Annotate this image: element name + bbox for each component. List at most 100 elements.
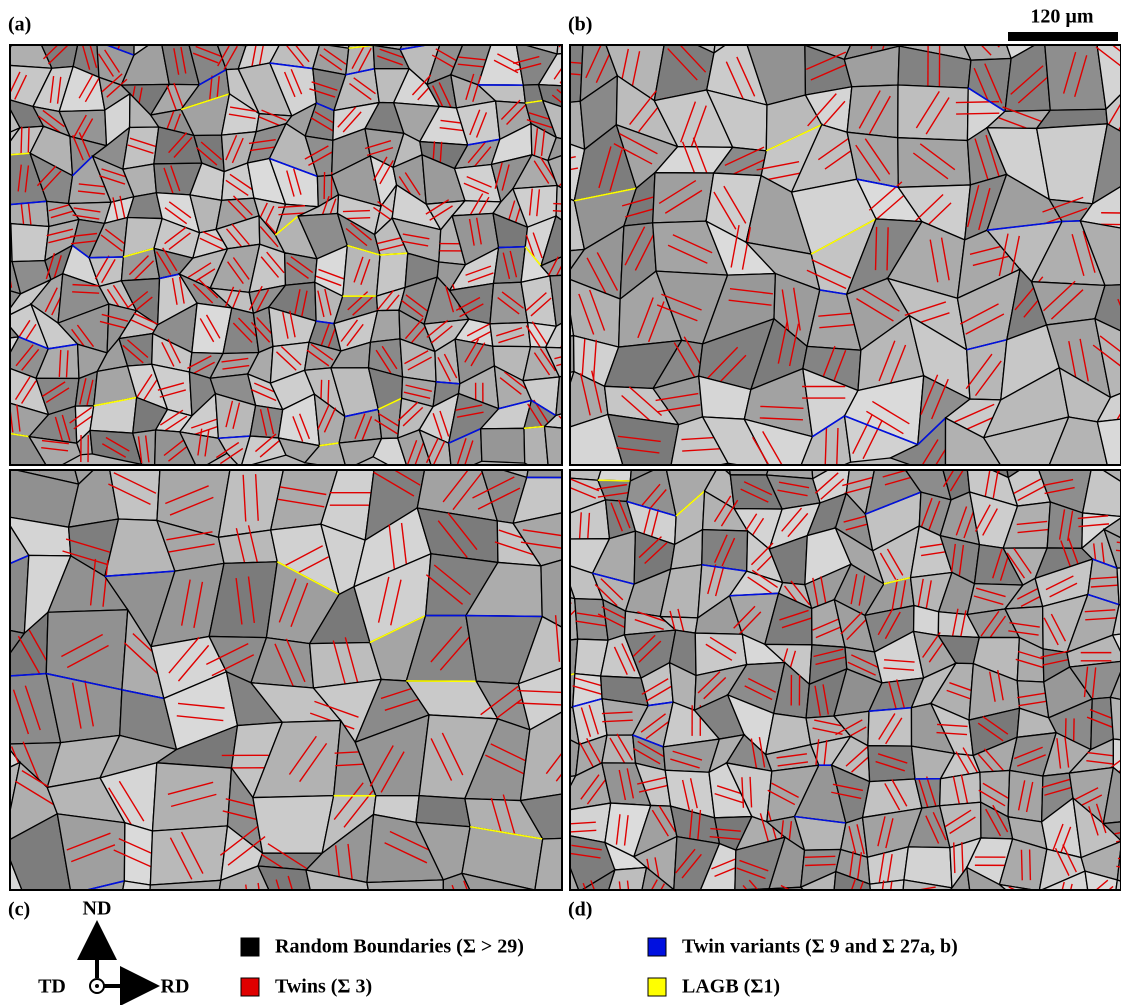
grain	[427, 11, 468, 43]
grain	[160, 9, 187, 40]
grain	[117, 881, 151, 952]
twin-boundary	[1021, 850, 1022, 881]
twin-boundary	[0, 377, 4, 382]
twin-boundary	[1101, 213, 1121, 214]
twin-boundary	[58, 12, 60, 39]
special-boundary	[187, 4, 225, 20]
twin-boundary	[72, 27, 95, 42]
panel-label: (b)	[568, 14, 592, 36]
special-boundary	[598, 480, 630, 481]
twin-boundary	[1099, 23, 1121, 24]
twin-boundary	[918, 12, 953, 37]
micrograph	[507, 0, 1121, 487]
grain	[0, 394, 9, 433]
twin-boundary	[311, 23, 336, 34]
twin-boundary	[947, 903, 975, 915]
twin-boundary	[354, 21, 362, 47]
twin-boundary	[798, 23, 840, 34]
grain	[605, 7, 675, 42]
twin-boundary	[0, 197, 6, 205]
twin-boundary	[28, 127, 29, 154]
twin-boundary	[298, 21, 317, 40]
grain	[0, 65, 4, 109]
special-boundary	[499, 247, 526, 248]
grain	[660, 890, 708, 923]
twin-boundary	[223, 18, 249, 25]
panel-label: (d)	[568, 899, 592, 921]
grain	[608, 414, 679, 478]
grain	[898, 138, 971, 188]
twin-boundary	[956, 113, 999, 114]
grain	[38, 16, 80, 38]
twin-boundary	[0, 107, 9, 132]
twin-boundary	[411, 895, 412, 942]
special-boundary	[89, 257, 123, 258]
grain	[301, 15, 350, 48]
grain	[152, 763, 231, 831]
twin-boundary	[0, 27, 4, 36]
grain	[150, 826, 227, 885]
twin-boundary	[111, 22, 122, 47]
legend-label: Random Boundaries (Σ > 29)	[275, 936, 524, 958]
twin-boundary	[1099, 12, 1121, 13]
special-boundary	[188, 40, 217, 43]
special-boundary	[0, 311, 3, 318]
axis-out-of-plane	[95, 984, 99, 988]
twin-boundary	[1005, 894, 1033, 907]
micrograph	[0, 397, 601, 954]
twin-boundary	[246, 885, 252, 931]
micrograph	[527, 424, 1121, 924]
twin-boundary	[0, 262, 4, 289]
twin-boundary	[541, 891, 569, 904]
grain	[870, 880, 904, 918]
grain	[0, 664, 5, 744]
grain	[0, 156, 4, 206]
twin-boundary	[261, 15, 282, 32]
grain	[702, 530, 748, 572]
twin-boundary	[0, 232, 6, 257]
grain	[283, 15, 320, 44]
legend: Random Boundaries (Σ > 29)Twins (Σ 3)Twi…	[241, 936, 958, 998]
axis-label: TD	[38, 976, 66, 998]
micrograph	[0, 4, 592, 477]
twin-boundary	[120, 897, 138, 940]
twin-boundary	[21, 127, 22, 154]
twin-boundary	[361, 18, 369, 44]
grain	[0, 462, 4, 531]
grain	[653, 173, 714, 223]
axis-label: ND	[83, 898, 112, 920]
legend-label: Twins (Σ 3)	[275, 976, 372, 998]
twin-boundary	[192, 18, 206, 41]
grain	[700, 890, 747, 901]
panel-label: (a)	[8, 14, 31, 36]
grain	[465, 10, 492, 41]
twin-boundary	[168, 11, 182, 34]
twin-boundary	[907, 895, 937, 900]
grain	[847, 85, 898, 138]
twin-boundary	[328, 380, 329, 407]
twin-boundary	[65, 11, 67, 38]
grain	[940, 772, 981, 806]
panel-label: (c)	[8, 899, 30, 921]
grain	[0, 366, 3, 401]
twin-boundary	[758, 10, 791, 38]
special-boundary	[410, 11, 427, 25]
axis-label: RD	[161, 976, 190, 998]
twin-boundary	[536, 21, 545, 46]
grain	[481, 428, 525, 463]
twin-boundary	[871, 7, 882, 49]
twin-boundary	[0, 136, 2, 159]
grain	[285, 253, 317, 285]
twin-boundary	[0, 204, 8, 212]
grain	[400, 11, 440, 49]
twin-boundary	[565, 379, 568, 406]
twin-boundary	[765, 19, 798, 47]
twin-boundary	[476, 892, 523, 895]
legend-swatch	[648, 938, 666, 956]
twin-boundary	[475, 904, 522, 907]
twin-boundary	[343, 211, 370, 212]
legend-swatch	[648, 978, 666, 996]
legend-swatch	[241, 978, 259, 996]
twin-boundary	[911, 2, 946, 27]
scale-bar	[1008, 32, 1118, 41]
